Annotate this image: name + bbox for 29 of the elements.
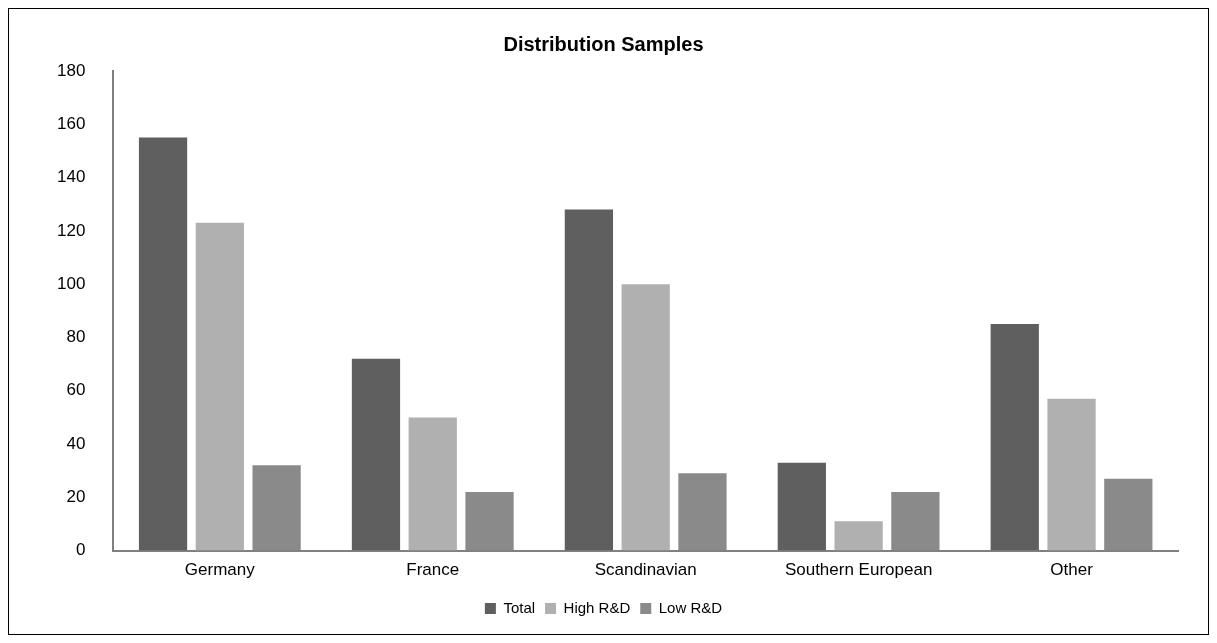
bar [564, 209, 614, 551]
x-tick-label: France [406, 560, 460, 580]
bar [777, 462, 826, 551]
bar [195, 222, 244, 551]
chart-title: Distribution Samples [503, 32, 704, 55]
x-tick-label: Other [1050, 560, 1094, 580]
y-tick-label: 120 [56, 220, 86, 240]
legend-label: Total [503, 598, 536, 616]
y-tick-label: 100 [56, 273, 86, 293]
bar [351, 358, 401, 551]
x-tick-label: Scandinavian [594, 560, 697, 580]
x-tick-label: Germany [184, 560, 256, 580]
y-tick-label: 0 [75, 540, 86, 560]
y-tick-label: 60 [66, 380, 86, 400]
x-tick-label: Southern European [784, 560, 933, 580]
bar [621, 284, 670, 551]
legend-label: Low R&D [658, 598, 723, 616]
bar [834, 521, 883, 551]
y-tick-label: 80 [66, 327, 86, 347]
y-tick-label: 20 [66, 487, 86, 506]
bar [1047, 398, 1096, 551]
y-tick-label: 40 [66, 433, 86, 453]
y-tick-label: 160 [56, 113, 86, 133]
y-tick-label: 180 [56, 60, 86, 80]
legend-label: High R&D [563, 598, 631, 616]
bar [408, 417, 457, 551]
bar [990, 324, 1039, 551]
bar [138, 137, 188, 551]
y-tick-label: 140 [56, 167, 86, 187]
